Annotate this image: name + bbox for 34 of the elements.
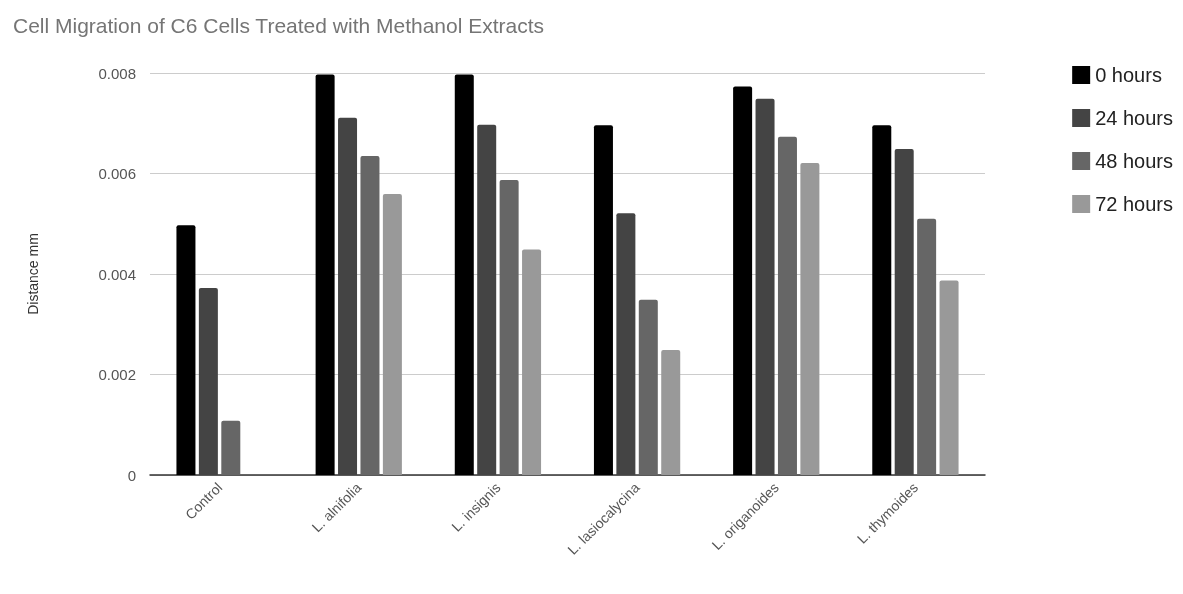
bar bbox=[454, 74, 474, 475]
bar bbox=[315, 74, 335, 475]
bar bbox=[939, 280, 959, 475]
y-tick-label: 0.002 bbox=[98, 366, 136, 383]
bar bbox=[755, 98, 775, 475]
legend-label: 48 hours bbox=[1095, 150, 1174, 172]
bar bbox=[800, 162, 820, 475]
y-tick-label: 0 bbox=[127, 466, 136, 484]
bar bbox=[221, 420, 241, 475]
bar bbox=[917, 218, 937, 475]
chart-title: Cell Migration of C6 Cells Treated with Methanol Extracts bbox=[13, 14, 545, 37]
bar bbox=[198, 288, 218, 475]
y-axis-title: Distance mm bbox=[25, 233, 41, 315]
bar bbox=[477, 124, 497, 475]
bar bbox=[894, 148, 914, 475]
bar bbox=[777, 136, 797, 475]
bar bbox=[382, 194, 402, 475]
bar bbox=[360, 155, 380, 475]
bar bbox=[733, 86, 753, 475]
bar bbox=[616, 213, 636, 475]
y-tick-label: 0.004 bbox=[98, 265, 136, 283]
legend-label: 0 hours bbox=[1095, 64, 1162, 86]
bar bbox=[338, 117, 358, 475]
bar bbox=[638, 299, 658, 475]
bar bbox=[499, 180, 519, 475]
bar bbox=[661, 349, 681, 475]
legend-label: 24 hours bbox=[1095, 107, 1174, 129]
bar bbox=[872, 125, 892, 475]
legend-label: 72 hours bbox=[1095, 193, 1174, 215]
bar bbox=[593, 125, 613, 475]
bar bbox=[522, 249, 542, 475]
bar bbox=[176, 225, 196, 475]
y-tick-label: 0.006 bbox=[98, 165, 136, 182]
y-tick-label: 0.008 bbox=[98, 64, 136, 82]
